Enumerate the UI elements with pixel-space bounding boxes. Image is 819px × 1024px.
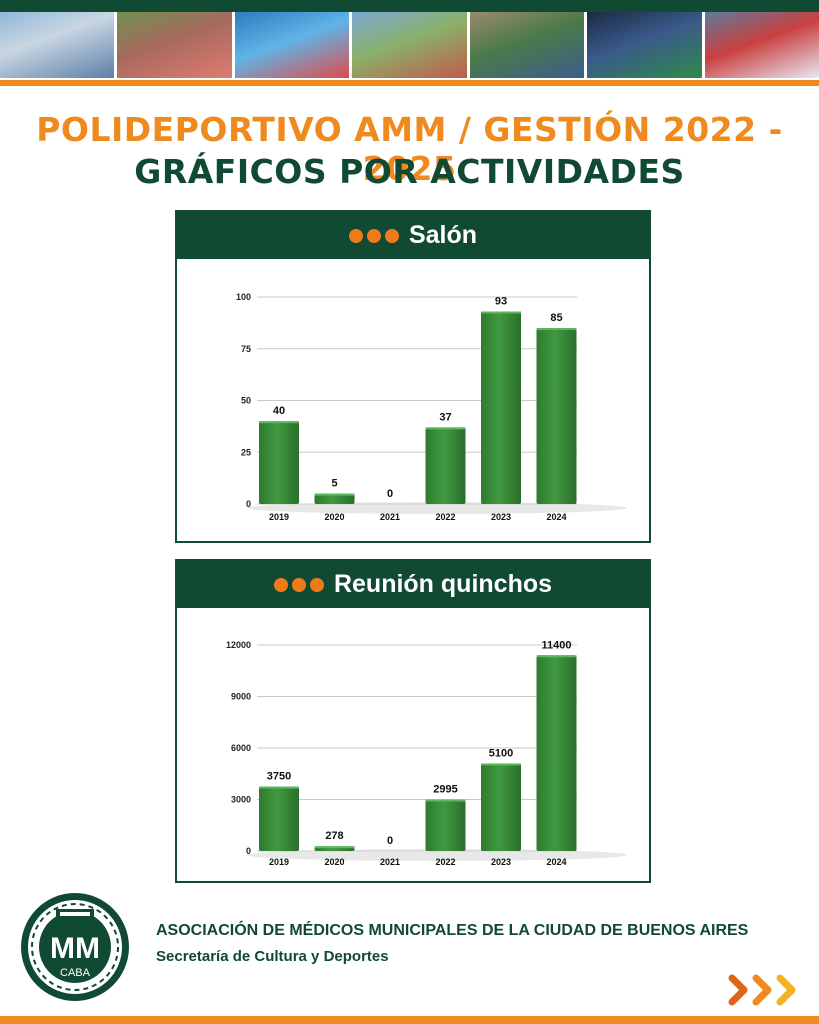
x-tick-label: 2022 (435, 857, 455, 867)
orange-divider (0, 1016, 819, 1024)
banner-photo (704, 12, 819, 78)
x-tick-label: 2020 (324, 512, 344, 522)
y-tick-label: 100 (236, 292, 251, 302)
three-orange-dots-icon (348, 228, 399, 243)
page-title: POLIDEPORTIVO AMM / GESTIÓN 2022 - 2025 (36, 110, 783, 188)
data-label: 2995 (433, 784, 457, 796)
bar (536, 655, 577, 851)
bar-top (314, 846, 355, 849)
chart-panel-title: Reunión quinchos (333, 570, 553, 598)
data-label: 40 (273, 405, 285, 417)
bar-top (481, 311, 521, 314)
x-tick-label: 2019 (269, 857, 289, 867)
chart-panel-salon: Salón 0 25 50 75 100 40 2019 5 2020 0 2021 37 2022 93… (175, 210, 651, 543)
bar (259, 786, 299, 851)
chart-panel-header: Reunión quinchos (177, 561, 649, 608)
chart-panel-header: Salón (177, 212, 649, 259)
bar (425, 427, 466, 504)
bar-top (425, 427, 466, 430)
department-name: Secretaría de Cultura y Deportes (156, 948, 389, 965)
bar-top (259, 421, 299, 424)
data-label: 3750 (267, 771, 291, 783)
banner-photo (469, 12, 585, 78)
bar (425, 799, 466, 851)
data-label: 0 (387, 488, 393, 500)
organization-name: ASOCIACIÓN DE MÉDICOS MUNICIPALES DE LA … (156, 922, 749, 939)
y-tick-label: 0 (246, 499, 251, 509)
data-label: 85 (550, 312, 562, 324)
bar (536, 328, 577, 504)
chart-panel-quinchos: Reunión quinchos 0 3000 6000 9000 12000 3750 2… (175, 559, 651, 883)
bar-top (314, 493, 355, 496)
y-tick-label: 6000 (231, 743, 251, 753)
data-label: 278 (325, 830, 343, 842)
top-strip (0, 0, 819, 12)
logo-subtext: CABA (60, 967, 91, 979)
bar-top (536, 655, 577, 658)
y-tick-label: 75 (241, 344, 251, 354)
data-label: 11400 (542, 639, 572, 651)
data-label: 5 (331, 478, 337, 490)
x-tick-label: 2022 (435, 512, 455, 522)
photo-banner (0, 12, 819, 78)
banner-photo (587, 12, 702, 78)
bar (481, 763, 521, 851)
data-label: 93 (495, 295, 507, 307)
bar (314, 493, 355, 504)
data-label: 0 (387, 835, 393, 847)
page-subtitle: GRÁFICOS POR ACTIVIDADES (134, 152, 685, 191)
y-tick-label: 9000 (231, 692, 251, 702)
bar-chart-quinchos: 0 3000 6000 9000 12000 3750 2019 278 2020 0 2021 29… (226, 639, 627, 867)
bar (259, 421, 299, 504)
x-tick-label: 2023 (491, 857, 511, 867)
bar (481, 311, 521, 504)
bar-chart-salon: 0 25 50 75 100 40 2019 5 2020 0 2021 37 2022 93 2023 85… (236, 292, 627, 522)
bar-top (481, 763, 521, 766)
y-tick-label: 3000 (231, 795, 251, 805)
x-tick-label: 2024 (546, 512, 566, 522)
x-tick-label: 2020 (324, 857, 344, 867)
bar-top (259, 786, 299, 789)
banner-photo (0, 12, 115, 78)
y-tick-label: 0 (246, 846, 251, 856)
x-tick-label: 2021 (380, 512, 400, 522)
data-label: 37 (439, 411, 451, 423)
chart-panel-title: Salón (408, 221, 478, 249)
logo-text: MM (50, 932, 100, 965)
floor-shadow (247, 502, 627, 514)
y-tick-label: 25 (241, 447, 251, 457)
chevron-right-arrows-icon (728, 974, 796, 1006)
bar-top (425, 799, 466, 802)
data-label: 5100 (489, 747, 513, 759)
three-orange-dots-icon (273, 577, 324, 592)
banner-photo (352, 12, 467, 78)
floor-shadow (247, 849, 627, 861)
bar-top (536, 328, 577, 331)
x-tick-label: 2024 (546, 857, 566, 867)
amm-logo: MM CABA (21, 893, 129, 1001)
x-tick-label: 2021 (380, 857, 400, 867)
y-tick-label: 50 (241, 396, 251, 406)
x-tick-label: 2023 (491, 512, 511, 522)
orange-divider (0, 80, 819, 86)
banner-photo (234, 12, 350, 78)
x-tick-label: 2019 (269, 512, 289, 522)
banner-photo (117, 12, 232, 78)
y-tick-label: 12000 (226, 640, 251, 650)
